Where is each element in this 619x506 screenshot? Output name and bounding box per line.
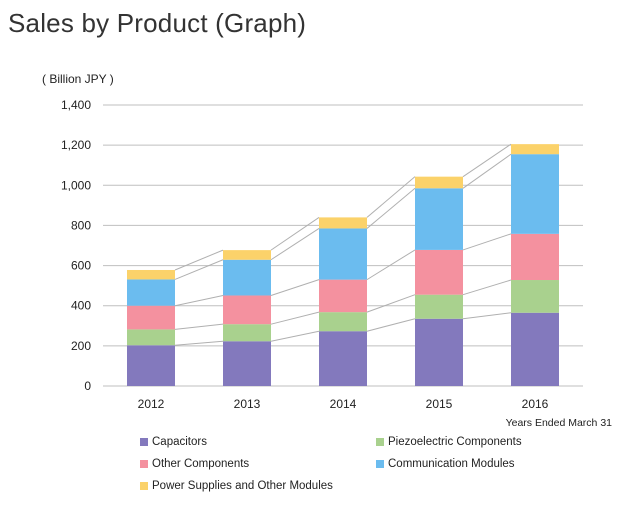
bar-segment bbox=[511, 280, 559, 313]
bar-segment bbox=[319, 228, 367, 280]
bar-segment bbox=[319, 331, 367, 386]
connector-line bbox=[174, 294, 224, 307]
connector-line bbox=[174, 249, 224, 271]
y-tick-label: 800 bbox=[71, 218, 91, 232]
legend-swatch bbox=[140, 482, 148, 490]
bar-segment bbox=[319, 312, 367, 332]
connector-line bbox=[462, 279, 512, 296]
bar-segment bbox=[319, 279, 367, 313]
bar-segment bbox=[319, 217, 367, 229]
x-tick-label: 2012 bbox=[138, 397, 165, 411]
connector-line bbox=[270, 216, 320, 251]
stack-connector-lines bbox=[174, 143, 512, 346]
legend-item: Piezoelectric Components bbox=[376, 436, 522, 448]
bar-segment bbox=[223, 259, 271, 296]
y-tick-label: 1,200 bbox=[61, 138, 91, 152]
legend-item: Power Supplies and Other Modules bbox=[140, 480, 333, 492]
bar-segment bbox=[415, 294, 463, 319]
connector-line bbox=[366, 187, 416, 229]
legend-swatch bbox=[376, 438, 384, 446]
connector-line bbox=[462, 153, 512, 189]
bars bbox=[127, 144, 559, 386]
bar-segment bbox=[511, 233, 559, 281]
x-tick-label: 2014 bbox=[330, 397, 357, 411]
bar-segment bbox=[511, 312, 559, 386]
legend-label: Piezoelectric Components bbox=[388, 436, 522, 448]
page-title: Sales by Product (Graph) bbox=[8, 8, 307, 38]
connector-line bbox=[366, 249, 416, 281]
legend-label: Power Supplies and Other Modules bbox=[152, 480, 333, 492]
footnote: Years Ended March 31 bbox=[506, 417, 613, 429]
y-tick-label: 1,400 bbox=[61, 98, 91, 112]
connector-line bbox=[174, 323, 224, 330]
legend-swatch bbox=[376, 460, 384, 468]
y-tick-label: 600 bbox=[71, 259, 91, 273]
bar-segment bbox=[511, 144, 559, 155]
x-tick-label: 2015 bbox=[426, 397, 453, 411]
legend-item: Communication Modules bbox=[376, 458, 515, 470]
bar-segment bbox=[127, 345, 175, 386]
connector-line bbox=[366, 294, 416, 313]
bar-segment bbox=[127, 329, 175, 346]
legend-label: Other Components bbox=[152, 458, 250, 470]
bar-segment bbox=[127, 279, 175, 306]
y-axis-ticks: 0 200 400 600 800 1,000 1,200 1,400 bbox=[61, 98, 91, 393]
bar-segment bbox=[127, 269, 175, 280]
y-axis-unit-label: ( Billion JPY ) bbox=[42, 72, 114, 86]
connector-line bbox=[270, 330, 320, 342]
legend: Capacitors Piezoelectric Components Other … bbox=[140, 436, 610, 498]
bar-segment bbox=[415, 188, 463, 250]
connector-line bbox=[462, 233, 512, 251]
x-tick-label: 2013 bbox=[234, 397, 261, 411]
connector-line bbox=[366, 318, 416, 332]
legend-label: Capacitors bbox=[152, 436, 207, 448]
bar-segment bbox=[415, 249, 463, 295]
connector-line bbox=[462, 143, 512, 178]
bar-segment bbox=[223, 295, 271, 325]
connector-line bbox=[270, 311, 320, 325]
connector-line bbox=[270, 279, 320, 296]
x-tick-label: 2016 bbox=[522, 397, 549, 411]
connector-line bbox=[174, 340, 224, 346]
legend-swatch bbox=[140, 460, 148, 468]
legend-label: Communication Modules bbox=[388, 458, 515, 470]
connector-line bbox=[366, 176, 416, 218]
bar-segment bbox=[127, 305, 175, 330]
y-tick-label: 0 bbox=[84, 379, 91, 393]
legend-swatch bbox=[140, 438, 148, 446]
connector-line bbox=[462, 312, 512, 320]
bar-segment bbox=[511, 154, 559, 234]
bar-segment bbox=[223, 324, 271, 342]
y-tick-label: 200 bbox=[71, 339, 91, 353]
bar-segment bbox=[223, 341, 271, 386]
bar-segment bbox=[415, 318, 463, 386]
bar-segment bbox=[415, 176, 463, 189]
bar-segment bbox=[223, 250, 271, 260]
legend-item: Other Components bbox=[140, 458, 249, 470]
y-tick-label: 1,000 bbox=[61, 178, 91, 192]
y-tick-label: 400 bbox=[71, 299, 91, 313]
x-axis-ticks: 2012 2013 2014 2015 2016 bbox=[138, 397, 549, 411]
connector-line bbox=[270, 228, 320, 261]
legend-item: Capacitors bbox=[140, 436, 207, 448]
connector-line bbox=[174, 259, 224, 280]
